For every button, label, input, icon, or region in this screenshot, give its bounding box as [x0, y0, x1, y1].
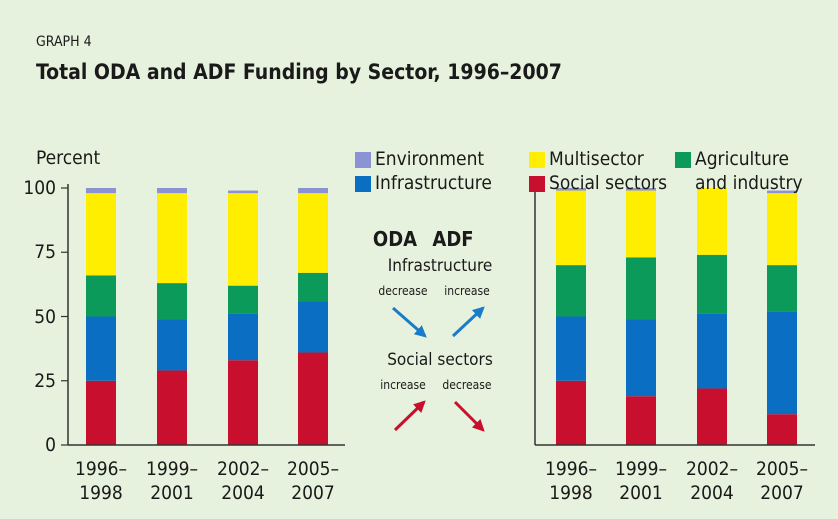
bar-segment [556, 316, 586, 381]
legend-label: Environment [375, 148, 485, 170]
bar-segment [697, 254, 727, 314]
bar-segment [157, 188, 187, 194]
y-tick-label: 100 [23, 177, 56, 199]
bar-segment [697, 313, 727, 389]
arrow [453, 400, 485, 432]
x-tick-label: 1996– 1998 [544, 458, 598, 504]
y-tick-label: 75 [34, 241, 56, 264]
x-tick-label: 2005– 2007 [286, 458, 340, 504]
chart-title: Total ODA and ADF Funding by Sector, 199… [36, 60, 562, 84]
bar-segment [626, 257, 656, 320]
bar-segment [626, 396, 656, 445]
bar-segment [86, 275, 116, 317]
y-axis-label: Percent [36, 147, 101, 169]
annotation-change: decrease [442, 378, 492, 392]
arrow [451, 306, 485, 338]
bar-segment [157, 370, 187, 445]
bar-segment [556, 380, 586, 445]
bar-segment [298, 188, 328, 194]
bar-segment [86, 188, 116, 194]
bar-segment [556, 265, 586, 317]
x-tick-label: 2002– 2004 [685, 458, 739, 504]
bar-segment [86, 193, 116, 276]
bar-segment [556, 188, 586, 191]
bar-segment [228, 190, 258, 194]
bar-segment [767, 311, 797, 415]
x-tick-label: 1999– 2001 [145, 458, 199, 504]
annotation-change: decrease [378, 284, 428, 298]
bar-segment [157, 319, 187, 371]
bar-segment [626, 319, 656, 397]
annotation-label: Social sectors [387, 350, 493, 370]
bar-segment [767, 190, 797, 194]
x-tick-label: 1996– 1998 [74, 458, 128, 504]
y-tick-label: 25 [34, 369, 56, 392]
bar-segment [228, 285, 258, 314]
bar-segment [298, 301, 328, 353]
x-tick-label: 2002– 2004 [216, 458, 270, 504]
legend-swatch [355, 152, 371, 168]
legend-swatch [355, 176, 371, 192]
arrow [393, 400, 426, 432]
annotation-label: Infrastructure [387, 256, 493, 276]
bar-segment [157, 283, 187, 320]
bar-segment [556, 190, 586, 266]
bar-segment [228, 313, 258, 361]
y-tick-label: 50 [34, 305, 56, 328]
arrow [392, 306, 427, 338]
y-tick-label: 0 [45, 434, 56, 456]
bar-segment [767, 414, 797, 445]
annotation-change: increase [444, 284, 490, 298]
bar-segment [157, 193, 187, 284]
bar-segment [228, 360, 258, 445]
annotation-heading: ADF [432, 227, 474, 251]
annotation-change: increase [380, 378, 426, 392]
bar-segment [86, 380, 116, 445]
bar-segment [228, 193, 258, 286]
legend-label: Infrastructure [375, 172, 492, 194]
legend-swatch [529, 152, 545, 168]
x-tick-label: 2005– 2007 [755, 458, 809, 504]
legend-swatch [675, 152, 691, 168]
x-tick-label: 1999– 2001 [614, 458, 668, 504]
legend-label: Multisector [549, 148, 644, 170]
bar-segment [767, 265, 797, 312]
bar-segment [697, 188, 727, 255]
annotation-heading: ODA [372, 227, 418, 251]
bar-segment [298, 352, 328, 445]
legend-swatch [529, 176, 545, 192]
bar-segment [298, 193, 328, 273]
legend-label: Agriculture and industry [695, 148, 803, 194]
bar-segment [767, 193, 797, 266]
legend-label: Social sectors [549, 172, 668, 194]
bar-segment [626, 188, 656, 191]
bar-segment [86, 316, 116, 381]
bar-segment [298, 272, 328, 302]
bar-segment [626, 190, 656, 258]
graph-label: GRAPH 4 [36, 34, 92, 50]
bar-segment [697, 388, 727, 445]
